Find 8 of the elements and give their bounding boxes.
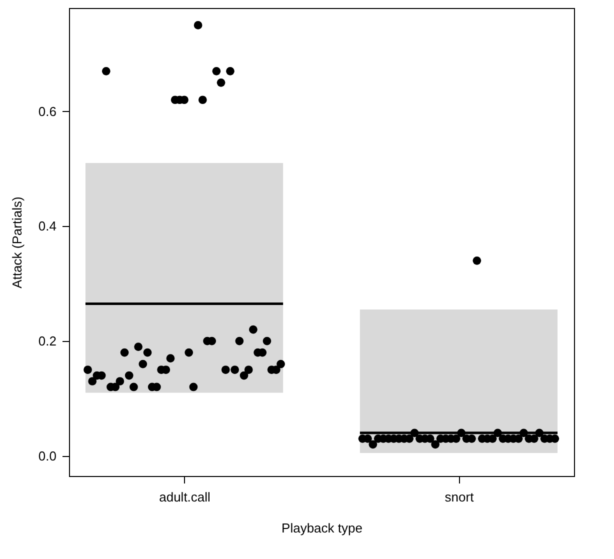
y-tick-label: 0.2 (38, 334, 56, 349)
y-tick-label: 0.0 (38, 448, 56, 464)
x-tick-label: snort (444, 490, 474, 504)
y-axis-title: Attack (Partials) (9, 196, 24, 288)
x-axis-title: Playback type (282, 520, 362, 536)
y-tick-label: 0.6 (38, 104, 56, 119)
x-tick-label: adult.call (159, 490, 211, 504)
y-tick-label: 0.4 (38, 218, 56, 234)
